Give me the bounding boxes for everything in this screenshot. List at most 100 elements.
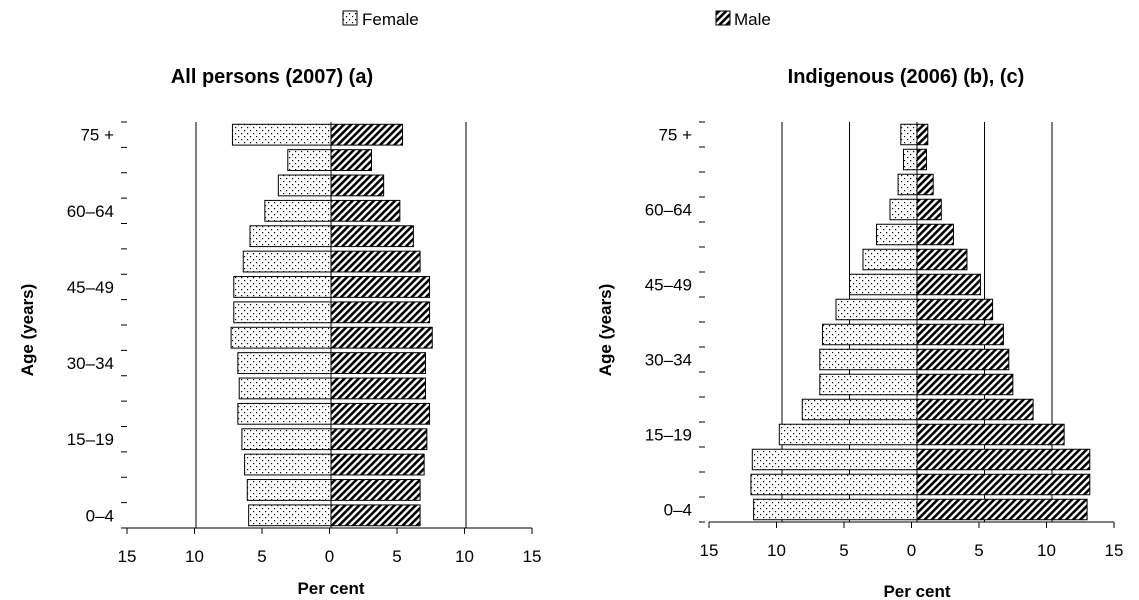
y-tick-label: 15–19 bbox=[645, 426, 692, 445]
x-tick-label: 0 bbox=[907, 541, 916, 560]
bar-male bbox=[330, 453, 425, 476]
y-tick-label: 60–64 bbox=[645, 201, 692, 220]
bar-female bbox=[903, 148, 918, 171]
chart-1-ylabel: Age (years) bbox=[18, 284, 37, 377]
bar-male bbox=[916, 398, 1034, 421]
bar-female bbox=[862, 248, 918, 271]
x-tick-label: 10 bbox=[185, 547, 204, 566]
bar-female bbox=[241, 428, 332, 451]
bar-male bbox=[916, 473, 1091, 496]
bar-male bbox=[916, 148, 927, 171]
bar-female bbox=[233, 276, 332, 298]
bar-male bbox=[330, 479, 421, 501]
bar-female bbox=[778, 423, 918, 446]
bar-male bbox=[916, 273, 981, 296]
bar-female bbox=[822, 323, 918, 346]
bar-female bbox=[889, 198, 918, 221]
chart-1-plot: 15 10 5 0 5 10 15 0–4 15–19 30–34 45–49 60–64 75 + bbox=[67, 121, 542, 566]
bar-male bbox=[916, 498, 1088, 521]
bar-male bbox=[330, 504, 421, 527]
x-tick-label: 0 bbox=[325, 547, 334, 566]
bar-female bbox=[819, 348, 918, 371]
bar-male bbox=[330, 402, 431, 425]
bar-female bbox=[819, 373, 918, 396]
bar-female bbox=[248, 504, 332, 527]
x-tick-label: 5 bbox=[392, 547, 401, 566]
x-tick-label: 10 bbox=[767, 541, 786, 560]
x-tick-label: 15 bbox=[523, 547, 542, 566]
x-tick-label: 5 bbox=[839, 541, 848, 560]
bar-female bbox=[287, 149, 332, 171]
bar-female bbox=[246, 479, 332, 501]
bar-male bbox=[916, 248, 968, 271]
legend-male-label: Male bbox=[734, 10, 771, 29]
y-tick-label: 60–64 bbox=[67, 202, 114, 221]
legend-female-label: Female bbox=[362, 10, 419, 29]
y-tick-label: 45–49 bbox=[67, 278, 114, 297]
legend-male-swatch bbox=[715, 10, 731, 26]
bar-male bbox=[330, 377, 426, 400]
bar-female bbox=[238, 377, 332, 400]
bar-male bbox=[916, 173, 934, 196]
bar-male bbox=[330, 199, 401, 222]
y-tick-label: 75 + bbox=[80, 126, 114, 145]
y-tick-label: 30–34 bbox=[67, 354, 114, 373]
y-tick-label: 30–34 bbox=[645, 351, 692, 370]
chart-2-plot: 15 10 5 0 5 10 15 0–4 15–19 30–34 45–49 60–64 75 + bbox=[645, 121, 1124, 560]
bar-female bbox=[835, 298, 918, 321]
bar-male bbox=[916, 123, 929, 146]
y-tick-label: 0–4 bbox=[664, 501, 692, 520]
bar-female bbox=[233, 301, 332, 324]
chart-1-title: All persons (2007) (a) bbox=[171, 66, 373, 88]
bar-female bbox=[750, 473, 918, 496]
bar-female bbox=[801, 398, 918, 421]
x-tick-label: 5 bbox=[974, 541, 983, 560]
bar-female bbox=[876, 223, 918, 246]
bar-male bbox=[330, 301, 431, 324]
bar-male bbox=[330, 123, 404, 146]
bar-male bbox=[330, 276, 431, 298]
bar-male bbox=[916, 373, 1014, 396]
bar-male bbox=[916, 348, 1010, 371]
bar-male bbox=[330, 149, 372, 171]
bar-female bbox=[849, 273, 918, 296]
chart-1-xlabel: Per cent bbox=[297, 579, 364, 598]
chart-2-xlabel: Per cent bbox=[883, 582, 950, 600]
bar-female bbox=[264, 199, 332, 222]
y-tick-label: 45–49 bbox=[645, 276, 692, 295]
chart-2-ylabel: Age (years) bbox=[596, 284, 615, 377]
legend-female-swatch bbox=[342, 10, 358, 26]
bar-male bbox=[916, 223, 954, 246]
x-tick-label: 5 bbox=[257, 547, 266, 566]
bar-female bbox=[753, 498, 918, 521]
bar-female bbox=[277, 174, 332, 197]
bar-female bbox=[237, 352, 332, 374]
x-tick-label: 15 bbox=[1105, 541, 1124, 560]
bar-female bbox=[242, 250, 332, 273]
x-tick-label: 10 bbox=[455, 547, 474, 566]
bar-female bbox=[231, 123, 332, 146]
bar-male bbox=[916, 448, 1091, 471]
x-tick-label: 15 bbox=[700, 541, 719, 560]
bar-female bbox=[900, 123, 918, 146]
bar-female bbox=[249, 225, 332, 248]
bar-male bbox=[330, 225, 414, 248]
chart-2-title: Indigenous (2006) (b), (c) bbox=[788, 66, 1025, 88]
bar-male bbox=[330, 352, 426, 374]
bar-male bbox=[916, 323, 1004, 346]
bar-male bbox=[330, 326, 433, 349]
bar-male bbox=[330, 428, 428, 451]
y-tick-label: 75 + bbox=[658, 126, 692, 145]
bar-female bbox=[237, 402, 332, 425]
x-tick-label: 10 bbox=[1037, 541, 1056, 560]
bar-female bbox=[230, 326, 332, 349]
bar-female bbox=[244, 453, 332, 476]
bar-female bbox=[751, 448, 918, 471]
bar-male bbox=[330, 250, 421, 273]
legend: Female Male bbox=[342, 10, 771, 29]
bar-male bbox=[916, 298, 994, 321]
y-tick-label: 0–4 bbox=[86, 506, 114, 525]
bar-female bbox=[897, 173, 918, 196]
bar-male bbox=[916, 423, 1065, 446]
